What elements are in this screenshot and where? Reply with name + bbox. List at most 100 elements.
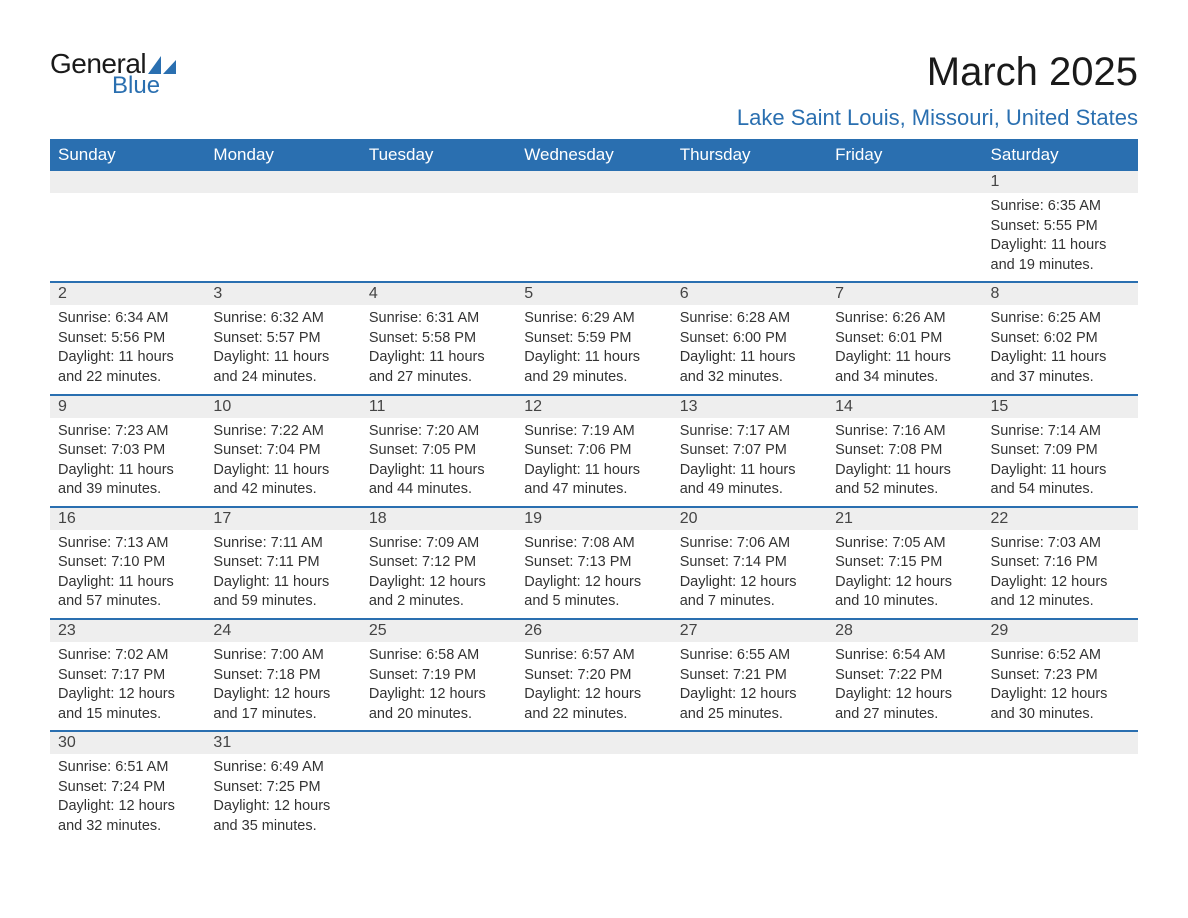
calendar-cell: 27Sunrise: 6:55 AMSunset: 7:21 PMDayligh… [672, 619, 827, 731]
calendar-cell: 7Sunrise: 6:26 AMSunset: 6:01 PMDaylight… [827, 282, 982, 394]
day-details: Sunrise: 6:32 AMSunset: 5:57 PMDaylight:… [205, 305, 360, 393]
sunset-line: Sunset: 7:05 PM [369, 441, 508, 461]
day-details: Sunrise: 6:28 AMSunset: 6:00 PMDaylight:… [672, 305, 827, 393]
day-details: Sunrise: 6:58 AMSunset: 7:19 PMDaylight:… [361, 642, 516, 730]
daylight-line: Daylight: 11 hours and 32 minutes. [680, 348, 819, 387]
day-number: 24 [205, 620, 360, 642]
calendar-cell: 15Sunrise: 7:14 AMSunset: 7:09 PMDayligh… [983, 395, 1138, 507]
day-number: 10 [205, 396, 360, 418]
title-block: March 2025 Lake Saint Louis, Missouri, U… [737, 50, 1138, 131]
day-number [50, 171, 205, 193]
sunrise-line: Sunrise: 6:29 AM [524, 309, 663, 329]
day-details: Sunrise: 6:29 AMSunset: 5:59 PMDaylight:… [516, 305, 671, 393]
day-number [205, 171, 360, 193]
sunrise-line: Sunrise: 6:26 AM [835, 309, 974, 329]
daylight-line: Daylight: 11 hours and 52 minutes. [835, 461, 974, 500]
day-header: Monday [205, 139, 360, 171]
day-number: 23 [50, 620, 205, 642]
sunset-line: Sunset: 7:25 PM [213, 778, 352, 798]
day-number: 28 [827, 620, 982, 642]
daylight-line: Daylight: 11 hours and 49 minutes. [680, 461, 819, 500]
day-details: Sunrise: 7:00 AMSunset: 7:18 PMDaylight:… [205, 642, 360, 730]
day-details [516, 754, 671, 814]
day-number: 25 [361, 620, 516, 642]
sunrise-line: Sunrise: 6:57 AM [524, 646, 663, 666]
calendar-cell: 10Sunrise: 7:22 AMSunset: 7:04 PMDayligh… [205, 395, 360, 507]
calendar-cell: 13Sunrise: 7:17 AMSunset: 7:07 PMDayligh… [672, 395, 827, 507]
day-details: Sunrise: 7:20 AMSunset: 7:05 PMDaylight:… [361, 418, 516, 506]
day-details: Sunrise: 7:22 AMSunset: 7:04 PMDaylight:… [205, 418, 360, 506]
calendar-cell: 5Sunrise: 6:29 AMSunset: 5:59 PMDaylight… [516, 282, 671, 394]
daylight-line: Daylight: 11 hours and 24 minutes. [213, 348, 352, 387]
sunset-line: Sunset: 7:12 PM [369, 553, 508, 573]
day-details: Sunrise: 6:55 AMSunset: 7:21 PMDaylight:… [672, 642, 827, 730]
calendar-cell: 11Sunrise: 7:20 AMSunset: 7:05 PMDayligh… [361, 395, 516, 507]
daylight-line: Daylight: 11 hours and 19 minutes. [991, 236, 1130, 275]
sunset-line: Sunset: 5:55 PM [991, 217, 1130, 237]
day-number: 7 [827, 283, 982, 305]
sunrise-line: Sunrise: 6:25 AM [991, 309, 1130, 329]
sunrise-line: Sunrise: 6:52 AM [991, 646, 1130, 666]
sunset-line: Sunset: 7:16 PM [991, 553, 1130, 573]
sunset-line: Sunset: 5:58 PM [369, 329, 508, 349]
day-number: 5 [516, 283, 671, 305]
calendar-cell: 2Sunrise: 6:34 AMSunset: 5:56 PMDaylight… [50, 282, 205, 394]
day-number: 31 [205, 732, 360, 754]
calendar-cell [827, 171, 982, 282]
daylight-line: Daylight: 12 hours and 7 minutes. [680, 573, 819, 612]
day-number [361, 732, 516, 754]
sunrise-line: Sunrise: 7:16 AM [835, 422, 974, 442]
calendar-cell: 23Sunrise: 7:02 AMSunset: 7:17 PMDayligh… [50, 619, 205, 731]
day-details: Sunrise: 7:13 AMSunset: 7:10 PMDaylight:… [50, 530, 205, 618]
calendar-cell [361, 731, 516, 842]
day-details: Sunrise: 7:16 AMSunset: 7:08 PMDaylight:… [827, 418, 982, 506]
sunset-line: Sunset: 7:07 PM [680, 441, 819, 461]
sunset-line: Sunset: 7:11 PM [213, 553, 352, 573]
day-details [672, 193, 827, 253]
sunrise-line: Sunrise: 7:23 AM [58, 422, 197, 442]
day-number [361, 171, 516, 193]
sunset-line: Sunset: 7:15 PM [835, 553, 974, 573]
calendar-cell: 26Sunrise: 6:57 AMSunset: 7:20 PMDayligh… [516, 619, 671, 731]
calendar-cell: 16Sunrise: 7:13 AMSunset: 7:10 PMDayligh… [50, 507, 205, 619]
sunrise-line: Sunrise: 7:06 AM [680, 534, 819, 554]
day-number [672, 732, 827, 754]
sunrise-line: Sunrise: 7:03 AM [991, 534, 1130, 554]
daylight-line: Daylight: 12 hours and 15 minutes. [58, 685, 197, 724]
day-details [50, 193, 205, 253]
calendar-cell: 28Sunrise: 6:54 AMSunset: 7:22 PMDayligh… [827, 619, 982, 731]
sunrise-line: Sunrise: 7:14 AM [991, 422, 1130, 442]
daylight-line: Daylight: 11 hours and 54 minutes. [991, 461, 1130, 500]
daylight-line: Daylight: 12 hours and 10 minutes. [835, 573, 974, 612]
sunrise-line: Sunrise: 7:20 AM [369, 422, 508, 442]
sunset-line: Sunset: 7:03 PM [58, 441, 197, 461]
sunset-line: Sunset: 7:19 PM [369, 666, 508, 686]
calendar-week: 30Sunrise: 6:51 AMSunset: 7:24 PMDayligh… [50, 731, 1138, 842]
day-number: 26 [516, 620, 671, 642]
calendar-cell: 6Sunrise: 6:28 AMSunset: 6:00 PMDaylight… [672, 282, 827, 394]
sunrise-line: Sunrise: 7:11 AM [213, 534, 352, 554]
calendar-cell: 17Sunrise: 7:11 AMSunset: 7:11 PMDayligh… [205, 507, 360, 619]
sunset-line: Sunset: 7:17 PM [58, 666, 197, 686]
calendar-cell: 3Sunrise: 6:32 AMSunset: 5:57 PMDaylight… [205, 282, 360, 394]
daylight-line: Daylight: 12 hours and 2 minutes. [369, 573, 508, 612]
day-details: Sunrise: 6:57 AMSunset: 7:20 PMDaylight:… [516, 642, 671, 730]
daylight-line: Daylight: 11 hours and 39 minutes. [58, 461, 197, 500]
header: General Blue March 2025 Lake Saint Louis… [50, 50, 1138, 131]
calendar-cell: 22Sunrise: 7:03 AMSunset: 7:16 PMDayligh… [983, 507, 1138, 619]
calendar-cell: 30Sunrise: 6:51 AMSunset: 7:24 PMDayligh… [50, 731, 205, 842]
day-header: Friday [827, 139, 982, 171]
day-number: 27 [672, 620, 827, 642]
day-details: Sunrise: 7:08 AMSunset: 7:13 PMDaylight:… [516, 530, 671, 618]
sunset-line: Sunset: 7:09 PM [991, 441, 1130, 461]
day-number: 22 [983, 508, 1138, 530]
day-number: 18 [361, 508, 516, 530]
day-number: 6 [672, 283, 827, 305]
sunset-line: Sunset: 7:14 PM [680, 553, 819, 573]
day-number: 9 [50, 396, 205, 418]
logo-text-bottom: Blue [112, 74, 176, 98]
day-details: Sunrise: 6:52 AMSunset: 7:23 PMDaylight:… [983, 642, 1138, 730]
day-number [827, 732, 982, 754]
daylight-line: Daylight: 11 hours and 59 minutes. [213, 573, 352, 612]
daylight-line: Daylight: 12 hours and 22 minutes. [524, 685, 663, 724]
